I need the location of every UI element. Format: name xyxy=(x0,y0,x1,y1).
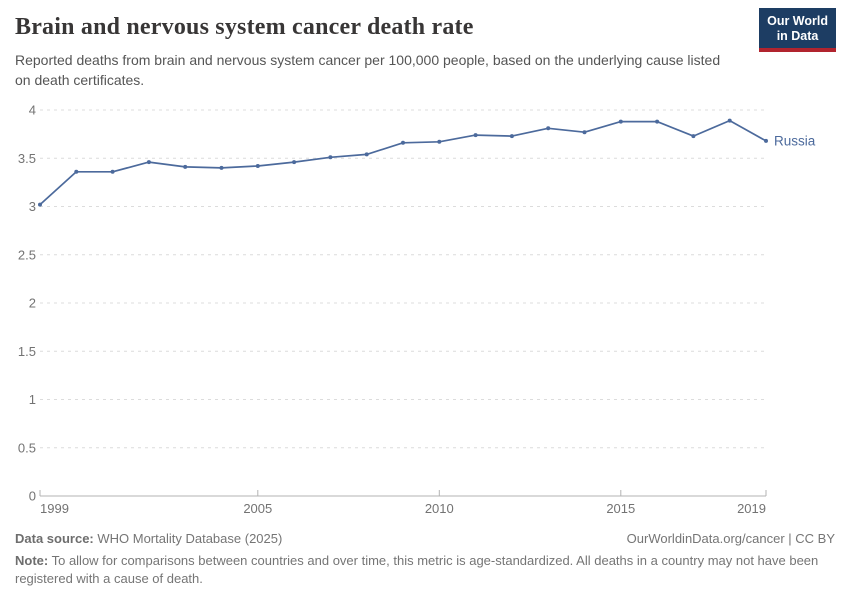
data-point[interactable] xyxy=(727,118,732,123)
data-point[interactable] xyxy=(618,119,623,124)
y-tick-label: 3 xyxy=(29,199,36,214)
data-point[interactable] xyxy=(401,140,405,145)
data-source-line: Data source: WHO Mortality Database (202… xyxy=(15,531,282,546)
y-tick-label: 0.5 xyxy=(18,440,36,455)
data-source-value: WHO Mortality Database (2025) xyxy=(93,531,283,546)
x-tick-label: 2005 xyxy=(243,501,272,516)
data-point[interactable] xyxy=(509,134,514,139)
y-tick-label: 1.5 xyxy=(18,344,36,359)
data-point[interactable] xyxy=(292,160,297,165)
data-point[interactable] xyxy=(364,152,369,157)
y-tick-label: 1 xyxy=(29,392,36,407)
note-line: Note: To allow for comparisons between c… xyxy=(15,552,835,587)
data-point[interactable] xyxy=(146,160,151,165)
chart-footer: Data source: WHO Mortality Database (202… xyxy=(15,531,835,587)
data-source-label: Data source: xyxy=(15,531,94,546)
x-tick-label: 2019 xyxy=(737,501,766,516)
x-tick-label: 2010 xyxy=(425,501,454,516)
data-point[interactable] xyxy=(38,202,42,207)
series-label[interactable]: Russia xyxy=(774,133,816,148)
data-point[interactable] xyxy=(183,164,188,169)
note-label: Note: xyxy=(15,553,49,568)
y-tick-label: 2.5 xyxy=(18,247,36,262)
data-point[interactable] xyxy=(219,165,224,170)
x-tick-label: 1999 xyxy=(40,501,69,516)
data-point[interactable] xyxy=(764,138,768,143)
owid-logo-line1: Our World xyxy=(767,14,828,28)
data-point[interactable] xyxy=(655,119,660,124)
y-tick-label: 0 xyxy=(29,489,36,504)
y-tick-label: 4 xyxy=(29,103,36,118)
data-point[interactable] xyxy=(110,169,115,174)
chart-header: Brain and nervous system cancer death ra… xyxy=(15,14,760,91)
data-point[interactable] xyxy=(328,155,333,160)
chart-subtitle: Reported deaths from brain and nervous s… xyxy=(15,52,721,89)
y-tick-label: 3.5 xyxy=(18,151,36,166)
data-point[interactable] xyxy=(255,164,260,168)
owid-logo[interactable]: Our World in Data xyxy=(759,8,836,52)
data-point[interactable] xyxy=(473,133,478,138)
page-title: Brain and nervous system cancer death ra… xyxy=(15,14,474,40)
note-value: To allow for comparisons between countri… xyxy=(15,553,819,586)
attribution-link[interactable]: OurWorldinData.org/cancer | CC BY xyxy=(626,531,835,546)
x-tick-label: 2015 xyxy=(606,501,635,516)
data-point[interactable] xyxy=(546,126,551,131)
y-tick-label: 2 xyxy=(29,296,36,311)
data-point[interactable] xyxy=(74,169,79,174)
data-point[interactable] xyxy=(582,130,587,135)
data-point[interactable] xyxy=(691,134,696,139)
owid-logo-line2: in Data xyxy=(776,29,819,43)
data-point[interactable] xyxy=(437,139,442,144)
